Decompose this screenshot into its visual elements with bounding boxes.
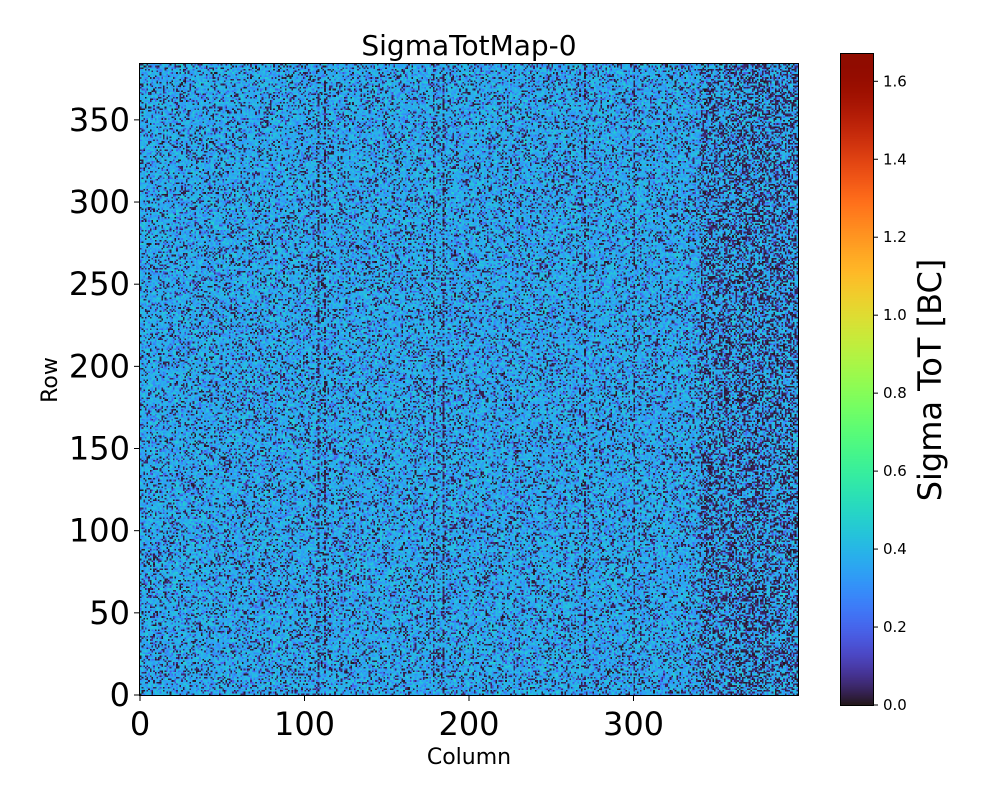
colorbar-tick-label: 1.4: [883, 150, 907, 168]
colorbar-tick-label: 0.0: [883, 696, 907, 714]
x-tick-label: 300: [603, 705, 664, 743]
y-tick-label: 250: [69, 265, 130, 303]
chart-title: SigmaTotMap-0: [361, 29, 576, 62]
colorbar-frame: [840, 53, 874, 706]
y-tick-label: 200: [69, 347, 130, 385]
x-axis: 0 100 200 300: [130, 695, 664, 743]
y-tick-label: 100: [69, 512, 130, 550]
colorbar-tick-label: 1.6: [883, 72, 907, 90]
y-axis: 0 50 100 150 200 250 300 350: [69, 101, 140, 714]
y-tick-label: 150: [69, 430, 130, 468]
colorbar-tick-label: 0.8: [883, 384, 907, 402]
x-axis-label: Column: [427, 745, 511, 770]
colorbar-axis: 0.0 0.2 0.4 0.6 0.8 1.0 1.2 1.4 1.6: [873, 72, 907, 714]
x-tick-label: 100: [274, 705, 335, 743]
x-tick-label: 200: [438, 705, 499, 743]
colorbar-tick-label: 1.0: [883, 306, 907, 324]
colorbar-label: Sigma ToT [BC]: [911, 259, 949, 502]
colorbar-tick-label: 0.6: [883, 462, 907, 480]
x-tick-label: 0: [130, 705, 150, 743]
y-tick-label: 300: [69, 183, 130, 221]
colorbar-tick-label: 0.4: [883, 540, 907, 558]
colorbar-tick-label: 0.2: [883, 618, 907, 636]
y-axis-label: Row: [38, 357, 63, 403]
y-tick-label: 350: [69, 101, 130, 139]
colorbar-gradient: [841, 54, 873, 705]
heatmap-cells: [140, 64, 798, 695]
colorbar-tick-label: 1.2: [883, 228, 907, 246]
y-tick-label: 0: [110, 676, 130, 714]
y-tick-label: 50: [89, 594, 130, 632]
